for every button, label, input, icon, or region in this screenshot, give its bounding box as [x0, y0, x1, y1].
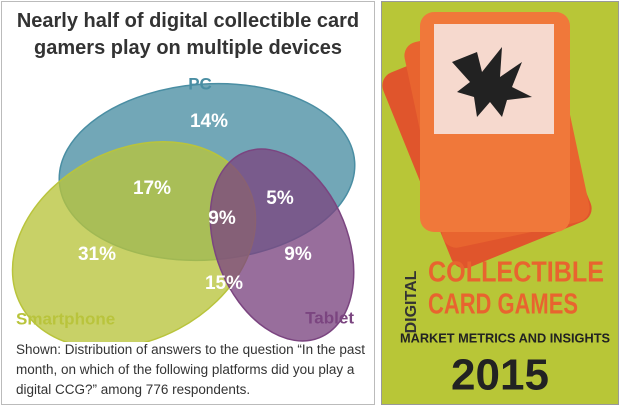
region-value: 15%: [205, 273, 243, 294]
region-value: 9%: [208, 208, 236, 229]
cover-art: DIGITAL COLLECTIBLE CARD GAMES MARKET ME…: [382, 12, 610, 400]
region-value: 9%: [284, 244, 312, 265]
dragon-icon: [452, 47, 532, 117]
cover-subtitle: MARKET METRICS AND INSIGHTS: [400, 330, 610, 345]
cover-year: 2015: [451, 351, 549, 400]
set-label: Tablet: [305, 308, 354, 327]
chart-panel: Nearly half of digital collectible card …: [1, 1, 375, 405]
chart-note: Shown: Distribution of answers to the qu…: [16, 342, 365, 397]
set-ellipse: [209, 148, 355, 342]
region-value: 17%: [133, 178, 171, 199]
set-label: PC: [188, 74, 212, 93]
region-value: 5%: [266, 188, 294, 209]
venn-chart: PC Smartphone Tablet 14% 17% 5% 9% 31% 15% 9%: [11, 74, 356, 342]
region-value: 31%: [78, 244, 116, 265]
cover-title: COLLECTIBLE: [428, 257, 604, 289]
region-value: 14%: [190, 111, 228, 132]
cover-title: CARD GAMES: [428, 289, 578, 321]
cover-panel: DIGITAL COLLECTIBLE CARD GAMES MARKET ME…: [381, 1, 619, 405]
set-label: Smartphone: [16, 309, 115, 328]
chart-title: Nearly half of digital collectible card …: [16, 10, 360, 59]
cover-label: DIGITAL: [403, 270, 420, 333]
